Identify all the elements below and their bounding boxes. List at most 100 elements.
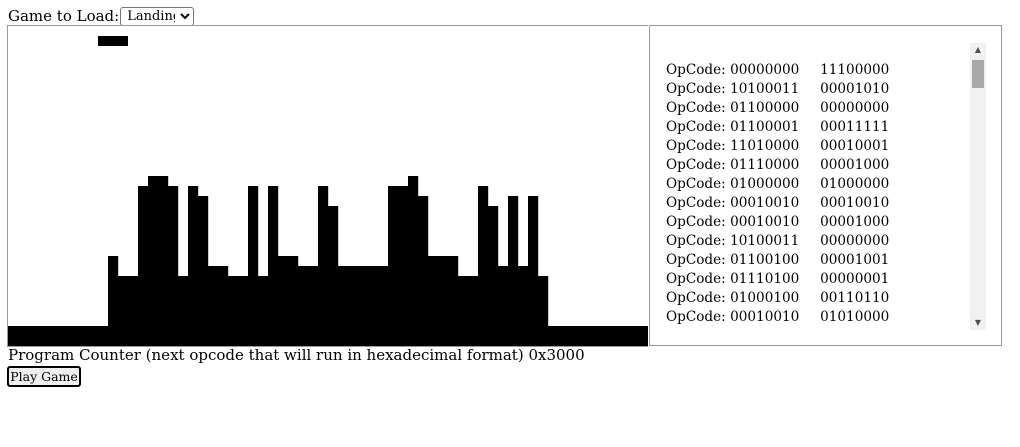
building-column: [148, 176, 159, 346]
building-column: [368, 266, 379, 346]
building-column: [538, 276, 549, 346]
opcode-byte-high: 01000000: [730, 176, 800, 192]
opcode-byte-high: 01110100: [730, 271, 800, 287]
building-column: [418, 196, 429, 346]
opcode-label: OpCode:: [666, 214, 731, 230]
building-column: [518, 266, 529, 346]
opcode-entry: OpCode: 01110100 00000001: [666, 270, 966, 289]
opcode-byte-high: 00010010: [730, 195, 800, 211]
opcode-label: OpCode:: [666, 195, 731, 211]
opcode-label: OpCode:: [666, 81, 731, 97]
opcode-scrollbar[interactable]: ▲ ▼: [970, 43, 986, 330]
opcode-byte-low: 00000000: [820, 233, 890, 249]
building-column: [328, 206, 339, 346]
opcode-byte-low: 01010000: [820, 309, 890, 325]
opcode-byte-high: 01110000: [730, 157, 800, 173]
opcode-byte-low: 00001001: [820, 252, 890, 268]
building-column: [298, 266, 309, 346]
opcode-byte-low: 00010001: [820, 138, 890, 154]
building-column: [138, 186, 149, 346]
opcode-byte-high: 01000100: [730, 290, 800, 306]
building-column: [208, 266, 219, 346]
opcode-entry: OpCode: 00010010 01010000: [666, 308, 966, 327]
opcode-byte-high: 01100001: [730, 119, 800, 135]
building-column: [468, 276, 479, 346]
opcode-label: OpCode:: [666, 62, 731, 78]
game-to-load-label: Game to Load:: [8, 7, 120, 25]
building-column: [378, 266, 389, 346]
building-column: [338, 266, 349, 346]
program-counter-status: Program Counter (next opcode that will r…: [8, 346, 585, 364]
game-select[interactable]: Landing: [120, 6, 195, 26]
opcode-byte-low: 01000000: [820, 176, 890, 192]
opcode-entry: OpCode: 01110000 00001000: [666, 156, 966, 175]
opcode-entry: OpCode: 01000000 01000000: [666, 175, 966, 194]
opcode-entry: OpCode: 01100001 00011111: [666, 118, 966, 137]
building-column: [388, 186, 399, 346]
building-column: [158, 176, 169, 346]
opcode-label: OpCode:: [666, 176, 731, 192]
opcode-entry: OpCode: 01000100 00110110: [666, 289, 966, 308]
opcode-label: OpCode:: [666, 252, 731, 268]
opcode-entry: OpCode: 00010010 00001000: [666, 213, 966, 232]
game-loader: Game to Load: Landing: [8, 6, 195, 26]
opcode-byte-high: 01100000: [730, 100, 800, 116]
building-column: [238, 276, 249, 346]
opcode-byte-low: 00001000: [820, 214, 890, 230]
building-column: [488, 206, 499, 346]
building-column: [438, 256, 449, 346]
building-column: [188, 186, 199, 346]
building-column: [358, 266, 369, 346]
scroll-thumb[interactable]: [972, 60, 984, 88]
opcode-byte-low: 00001010: [820, 81, 890, 97]
building-column: [318, 186, 329, 346]
building-column: [268, 186, 279, 346]
plane-sprite: [98, 36, 128, 46]
opcode-byte-low: 11100000: [820, 62, 890, 78]
building-column: [528, 196, 539, 346]
opcode-byte-high: 00010010: [730, 309, 800, 325]
building-column: [448, 256, 459, 346]
building-column: [178, 276, 189, 346]
opcode-byte-high: 00010010: [730, 214, 800, 230]
building-column: [258, 276, 269, 346]
building-column: [218, 266, 229, 346]
opcode-byte-low: 00000001: [820, 271, 890, 287]
opcode-entry: OpCode: 10100011 00000000: [666, 232, 966, 251]
building-column: [198, 196, 209, 346]
opcode-byte-low: 00011111: [820, 119, 890, 135]
opcode-entry: OpCode: 11010000 00010001: [666, 137, 966, 156]
building-column: [128, 276, 139, 346]
building-column: [398, 186, 409, 346]
building-column: [348, 266, 359, 346]
building-column: [408, 176, 419, 346]
scroll-up-arrow-icon[interactable]: ▲: [974, 45, 982, 54]
opcode-label: OpCode:: [666, 233, 731, 249]
opcode-label: OpCode:: [666, 100, 731, 116]
building-column: [168, 186, 179, 346]
opcode-label: OpCode:: [666, 138, 731, 154]
opcode-entry: OpCode: 00010010 00010010: [666, 194, 966, 213]
building-column: [118, 276, 129, 346]
opcode-entry: OpCode: 00000000 11100000: [666, 61, 966, 80]
building-column: [228, 276, 239, 346]
building-column: [308, 266, 319, 346]
opcode-entry: OpCode: 01100000 00000000: [666, 99, 966, 118]
opcode-list: OpCode: 00000000 11100000 OpCode: 10100011…: [666, 61, 966, 327]
opcode-entry: OpCode: 10100011 00001010: [666, 80, 966, 99]
play-game-button[interactable]: Play Game: [7, 366, 81, 387]
scroll-down-arrow-icon[interactable]: ▼: [974, 318, 982, 327]
opcode-label: OpCode:: [666, 157, 731, 173]
opcode-byte-high: 10100011: [730, 81, 800, 97]
opcode-entry: OpCode: 01100100 00001001: [666, 251, 966, 270]
building-column: [428, 256, 439, 346]
opcode-byte-low: 00001000: [820, 157, 890, 173]
building-column: [478, 186, 489, 346]
building-column: [108, 256, 119, 346]
opcode-label: OpCode:: [666, 119, 731, 135]
opcode-log-panel[interactable]: OpCode: 00000000 11100000 OpCode: 10100011…: [649, 25, 1002, 346]
building-column: [508, 196, 519, 346]
opcode-byte-high: 10100011: [730, 233, 800, 249]
building-column: [288, 256, 299, 346]
opcode-byte-low: 00110110: [820, 290, 890, 306]
